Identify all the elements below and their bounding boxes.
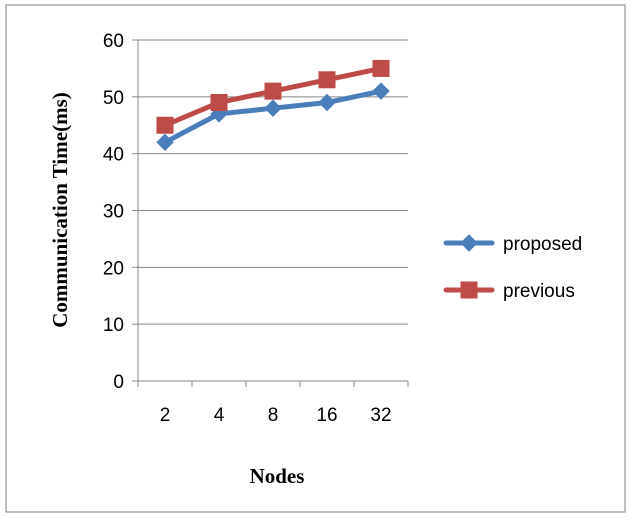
y-tick-label: 20 xyxy=(103,258,124,279)
data-point-previous xyxy=(156,116,174,134)
y-tick-label: 30 xyxy=(103,202,124,223)
y-tick-label: 0 xyxy=(113,372,124,393)
y-tick-label: 10 xyxy=(103,315,124,336)
x-tick-label: 32 xyxy=(370,405,391,426)
legend-label-proposed: proposed xyxy=(503,234,582,255)
chart-border xyxy=(5,4,626,513)
data-point-proposed xyxy=(156,133,174,152)
data-point-proposed xyxy=(372,82,390,100)
legend-label-previous: previous xyxy=(503,281,575,302)
x-tick-label: 16 xyxy=(316,405,337,426)
y-tick-labels: 0 10 20 30 40 50 60 xyxy=(103,31,124,393)
series xyxy=(156,59,390,152)
data-point-previous xyxy=(264,82,282,100)
data-point-proposed xyxy=(318,93,336,112)
x-tick-label: 4 xyxy=(214,405,225,426)
axes xyxy=(132,39,409,387)
legend-marker xyxy=(460,281,478,299)
y-tick-label: 60 xyxy=(103,31,124,52)
x-axis-title: Nodes xyxy=(250,464,305,488)
y-tick-label: 50 xyxy=(103,88,124,109)
data-point-previous xyxy=(318,71,336,89)
legend: proposed previous xyxy=(443,234,582,302)
x-tick-labels: 2 4 8 16 32 xyxy=(160,405,392,426)
data-point-previous xyxy=(210,94,228,112)
data-point-previous xyxy=(372,59,390,77)
x-tick-label: 8 xyxy=(268,405,279,426)
gridlines xyxy=(138,39,408,325)
y-axis-title: Communication Time(ms) xyxy=(48,92,72,327)
data-point-proposed xyxy=(264,99,282,117)
y-tick-label: 40 xyxy=(103,145,124,166)
legend-marker xyxy=(460,234,478,252)
x-tick-label: 2 xyxy=(160,405,171,426)
